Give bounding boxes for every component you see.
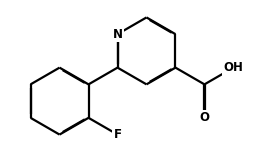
Text: O: O <box>200 111 209 124</box>
Text: N: N <box>112 28 122 41</box>
Text: F: F <box>114 128 121 141</box>
Text: OH: OH <box>224 61 243 74</box>
